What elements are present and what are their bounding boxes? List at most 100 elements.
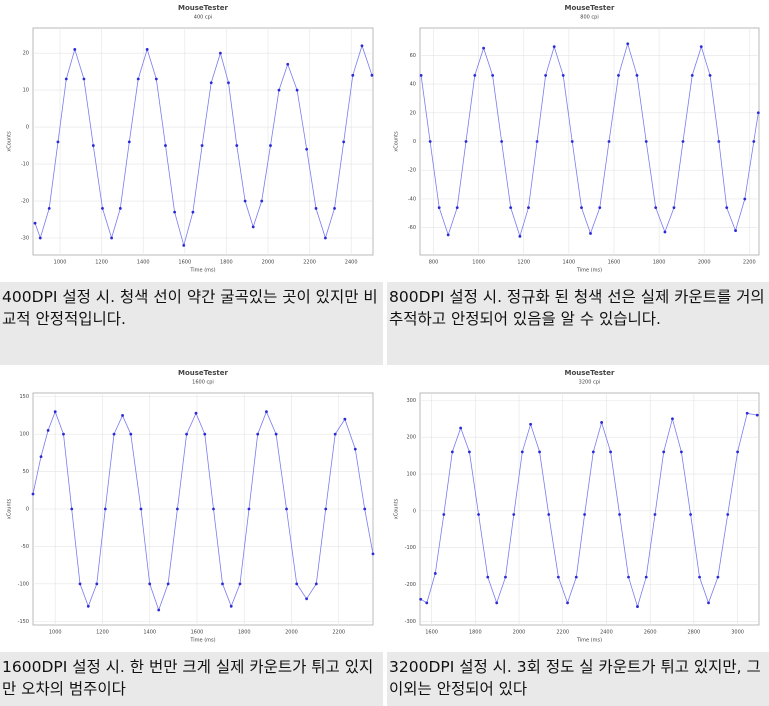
x-tick-label: 1000: [49, 630, 62, 636]
x-tick-label: 2200: [303, 260, 316, 266]
data-point: [428, 140, 432, 143]
data-point: [473, 74, 477, 77]
data-point: [182, 243, 186, 247]
x-tick-label: 2200: [332, 630, 345, 636]
x-tick-label: 1600: [191, 630, 204, 636]
y-tick-label: -50: [21, 544, 29, 550]
data-point: [708, 74, 712, 77]
data-point: [734, 229, 737, 232]
chart-subtitle: 1600 cpi: [192, 380, 214, 386]
data-point: [716, 575, 720, 579]
x-tick-label: 1200: [96, 630, 109, 636]
y-axis-label: xCounts: [394, 498, 400, 519]
y-tick-label: 150: [19, 394, 29, 400]
data-point: [191, 210, 195, 214]
data-point: [552, 45, 556, 49]
y-tick-label: 60: [410, 53, 416, 59]
x-tick-label: 800: [429, 260, 439, 266]
data-point: [486, 575, 490, 579]
data-point: [129, 432, 133, 436]
data-point: [62, 432, 65, 436]
data-point: [544, 74, 548, 77]
y-tick-label: 50: [23, 469, 29, 475]
data-point: [574, 575, 578, 579]
data-point: [689, 513, 692, 516]
data-point: [286, 62, 290, 66]
data-point: [324, 507, 328, 511]
data-point: [690, 74, 694, 77]
data-point: [609, 450, 612, 454]
y-tick-label: -60: [408, 225, 416, 231]
data-point: [136, 77, 140, 81]
data-point: [726, 513, 730, 516]
data-point: [145, 48, 149, 51]
data-point: [636, 605, 639, 608]
x-tick-label: 3000: [731, 630, 744, 636]
data-point: [662, 450, 666, 454]
data-point: [200, 144, 204, 147]
data-point: [91, 144, 95, 147]
data-point: [218, 51, 222, 55]
data-point: [482, 46, 486, 50]
x-tick-label: 1600: [178, 260, 191, 266]
data-point: [82, 77, 86, 81]
data-point: [589, 232, 592, 235]
data-point: [653, 513, 657, 516]
x-tick-label: 1400: [137, 260, 150, 266]
y-tick-label: 10: [23, 88, 29, 94]
data-point: [477, 513, 480, 516]
x-tick-label: 1800: [220, 260, 233, 266]
data-point: [681, 140, 685, 143]
y-tick-label: -10: [21, 162, 29, 168]
data-point: [103, 507, 107, 511]
data-point: [725, 206, 729, 209]
y-tick-label: 0: [413, 139, 416, 145]
x-tick-label: 1800: [469, 630, 482, 636]
chart-subtitle: 3200 cpi: [579, 380, 601, 386]
data-point: [626, 42, 630, 46]
x-tick-label: 2000: [698, 260, 711, 266]
data-point: [185, 432, 188, 436]
data-point: [305, 147, 309, 151]
y-axis-label: xCounts: [7, 131, 13, 152]
chart-subtitle: 400 cpi: [194, 15, 212, 21]
data-point: [425, 601, 429, 605]
data-point: [285, 507, 288, 511]
y-axis-label: xCounts: [394, 131, 400, 152]
chart-title: MouseTester: [178, 4, 229, 12]
chart-title: MouseTester: [565, 369, 616, 377]
data-point: [164, 144, 167, 147]
data-point: [680, 450, 683, 454]
data-point: [538, 450, 541, 454]
data-point: [78, 582, 82, 586]
data-point: [450, 450, 454, 454]
data-point: [118, 207, 122, 210]
data-point: [314, 582, 318, 586]
x-tick-label: 1600: [425, 630, 438, 636]
data-point: [745, 411, 749, 415]
data-point: [446, 233, 450, 237]
x-tick-label: 1000: [54, 260, 67, 266]
data-point: [527, 206, 530, 209]
y-tick-label: 100: [19, 432, 29, 438]
data-point: [238, 582, 242, 586]
data-point: [47, 207, 51, 210]
x-tick-label: 1400: [143, 630, 156, 636]
data-point: [500, 140, 504, 143]
data-point: [274, 432, 278, 436]
data-point: [157, 608, 161, 612]
y-tick-label: 20: [23, 51, 29, 57]
data-point: [437, 206, 441, 209]
data-point: [419, 597, 423, 601]
x-tick-label: 2000: [513, 630, 526, 636]
data-point: [277, 88, 281, 92]
data-point: [535, 140, 539, 143]
data-point: [148, 582, 152, 586]
x-tick-label: 1200: [95, 260, 108, 266]
data-point: [520, 450, 524, 454]
data-point: [736, 450, 739, 454]
y-tick-label: 0: [26, 507, 29, 513]
y-tick-label: -20: [408, 168, 416, 174]
data-point: [698, 575, 701, 579]
x-tick-label: 1800: [653, 260, 666, 266]
